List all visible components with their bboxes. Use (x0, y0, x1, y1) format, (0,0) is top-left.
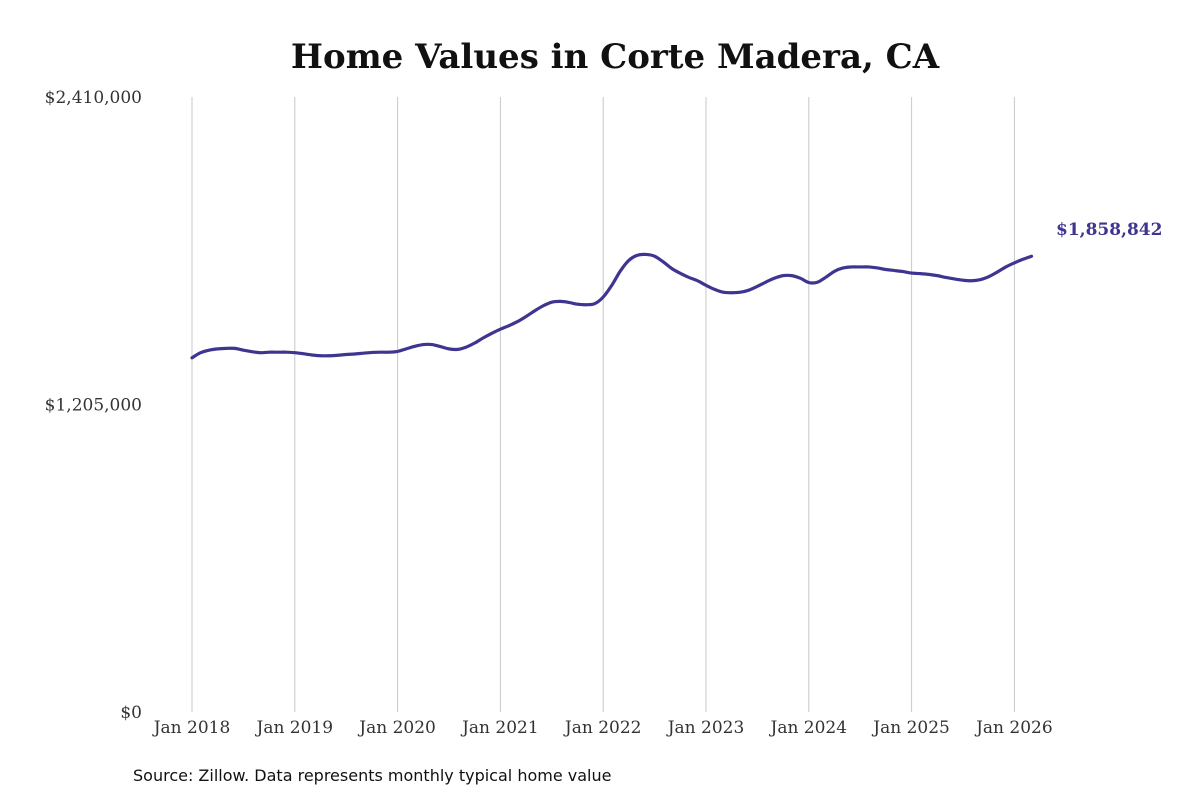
y-tick-label: $0 (120, 703, 142, 723)
x-axis-tick-labels: Jan 2018 Jan 2019 Jan 2020 Jan 2021 Jan 2022… (152, 718, 1053, 738)
chart-title: Home Values in Corte Madera, CA (291, 37, 940, 77)
x-tick-label-2018: Jan 2018 (152, 718, 231, 738)
x-tick-label-2024: Jan 2024 (769, 718, 848, 738)
y-tick-label: $2,410,000 (45, 88, 142, 108)
x-gridlines (191, 97, 1015, 712)
x-tick-label-2025: Jan 2025 (871, 718, 950, 738)
source-note: Source: Zillow. Data represents monthly … (133, 766, 611, 785)
y-axis-tick-labels: $2,410,000 $1,205,000 $0 (45, 88, 142, 723)
x-tick-label-2020: Jan 2020 (357, 718, 436, 738)
x-tick-label-2022: Jan 2022 (563, 718, 642, 738)
series-line-home-value (190, 252, 1034, 360)
x-tick-label-2019: Jan 2019 (255, 718, 334, 738)
y-tick-label: $1,205,000 (45, 396, 142, 416)
x-tick-label-2021: Jan 2021 (460, 718, 539, 738)
x-tick-label-2026: Jan 2026 (974, 718, 1053, 738)
x-tick-label-2023: Jan 2023 (666, 718, 745, 738)
end-value-label: $1,858,842 (1056, 220, 1162, 240)
